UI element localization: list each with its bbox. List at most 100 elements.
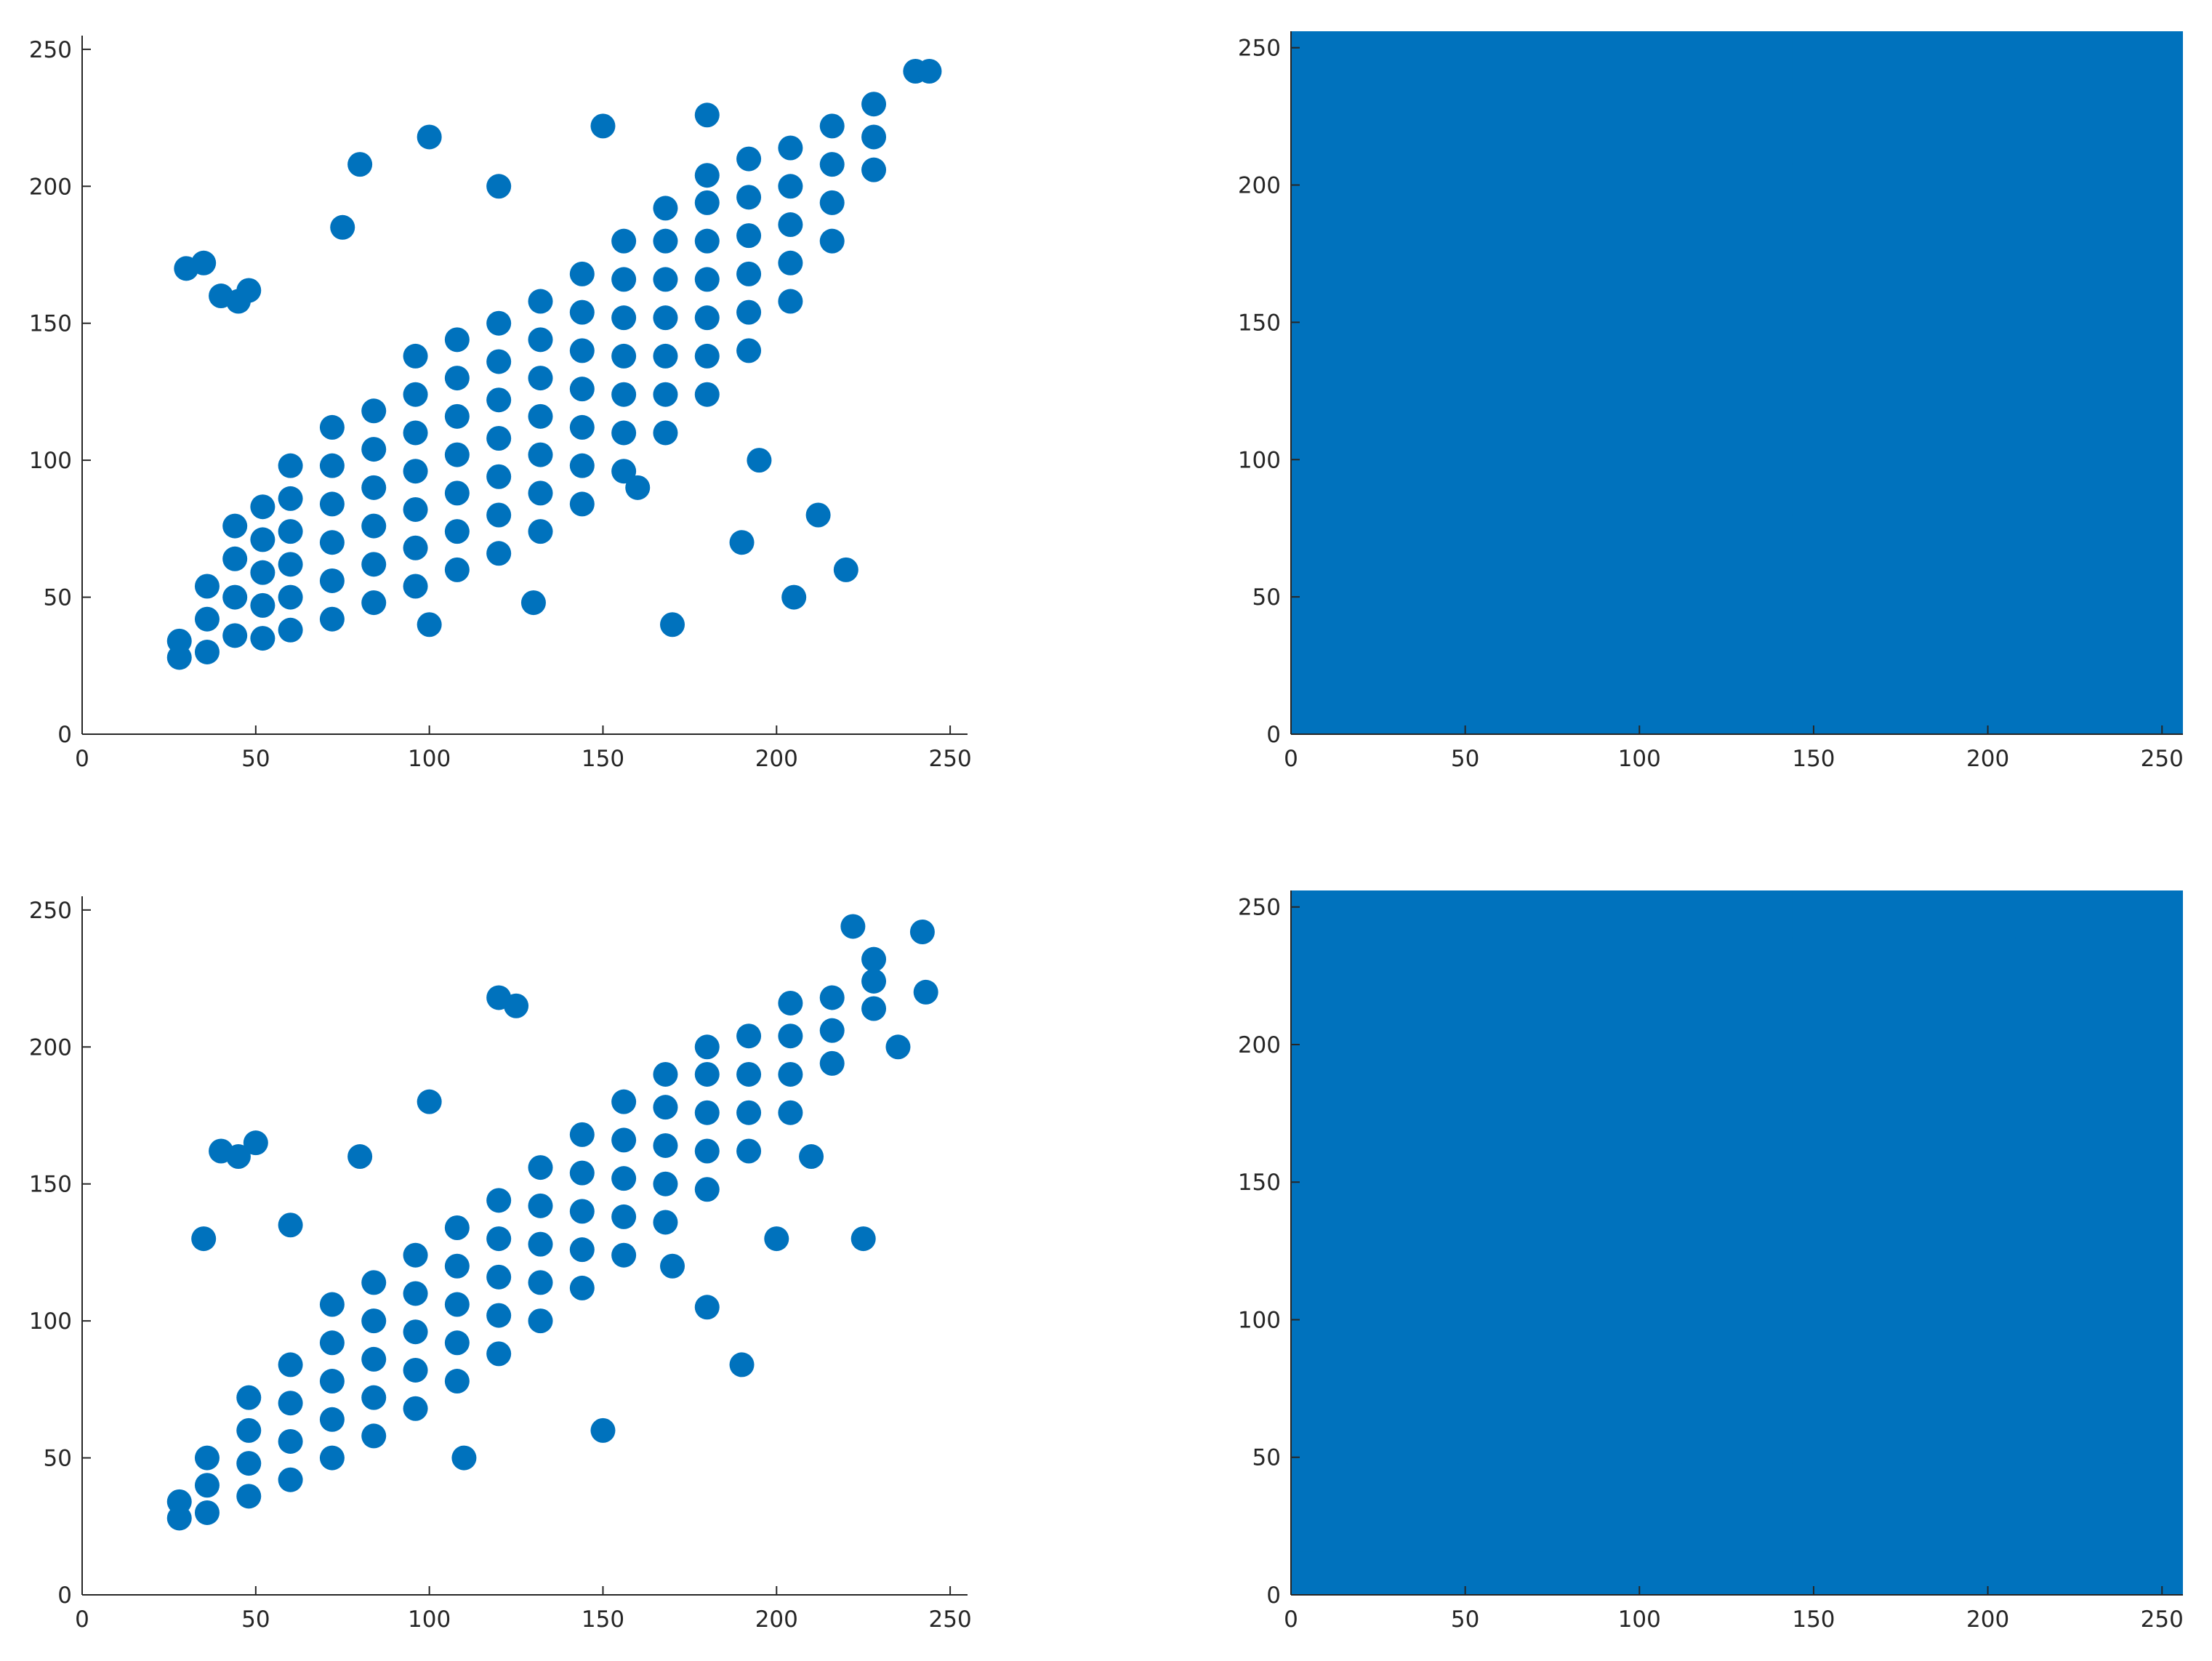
scatter-point bbox=[236, 1417, 262, 1443]
scatter-point bbox=[611, 1242, 637, 1268]
scatter-point bbox=[319, 453, 345, 478]
scatter-point bbox=[486, 1188, 512, 1213]
scatter-point bbox=[1681, 890, 1793, 938]
scatter-point bbox=[819, 190, 845, 215]
scatter-point bbox=[361, 590, 387, 616]
y-tick-label: 50 bbox=[44, 585, 72, 611]
scatter-point bbox=[778, 289, 803, 314]
scatter-point bbox=[1346, 1374, 1459, 1464]
scatter-point bbox=[528, 1231, 553, 1257]
scatter-point bbox=[736, 299, 762, 325]
scatter-point bbox=[1291, 162, 1348, 252]
scatter-point bbox=[736, 185, 762, 210]
scatter-point bbox=[1681, 514, 1793, 603]
x-tick-label: 200 bbox=[1966, 746, 2009, 772]
scatter-point bbox=[1346, 31, 1459, 79]
scatter-point bbox=[278, 453, 303, 478]
scatter-point bbox=[2015, 338, 2128, 427]
scatter-point bbox=[1569, 1286, 1682, 1375]
scatter-point bbox=[403, 382, 428, 407]
scatter-point bbox=[1569, 31, 1682, 79]
scatter-point bbox=[347, 152, 373, 177]
scatter-point bbox=[278, 1391, 303, 1416]
scatter-panel: 0 50 100 150 200 250 0 50 100 150 200 250 bbox=[29, 36, 972, 772]
scatter-point bbox=[403, 1319, 428, 1345]
scatter-point bbox=[1291, 1550, 1348, 1595]
scatter-point bbox=[486, 349, 512, 374]
scatter-point bbox=[747, 448, 772, 473]
scatter-point bbox=[778, 212, 803, 238]
plot-area bbox=[166, 914, 938, 1531]
scatter-point bbox=[1792, 74, 1905, 164]
scatter-point bbox=[403, 459, 428, 484]
scatter-point bbox=[444, 366, 470, 391]
scatter-point bbox=[611, 382, 637, 407]
scatter-point bbox=[250, 560, 276, 585]
scatter-point bbox=[861, 124, 887, 150]
scatter-point bbox=[417, 612, 442, 638]
scatter-point bbox=[2123, 1198, 2183, 1287]
x-tick-label: 100 bbox=[1618, 1606, 1661, 1633]
scatter-point bbox=[1346, 426, 1459, 515]
scatter-point bbox=[1291, 1198, 1348, 1287]
scatter-point bbox=[403, 1242, 428, 1268]
scatter-point bbox=[1792, 250, 1905, 339]
scatter-point bbox=[243, 1130, 268, 1156]
y-tick-label: 200 bbox=[1238, 1032, 1281, 1058]
x-tick-label: 150 bbox=[582, 1606, 624, 1633]
scatter-point bbox=[1681, 1550, 1793, 1595]
scatter-point bbox=[1792, 601, 1905, 691]
scatter-point bbox=[2123, 162, 2183, 252]
y-tick-label: 250 bbox=[29, 37, 72, 63]
scatter-point bbox=[1681, 1110, 1793, 1199]
scatter-point bbox=[1903, 933, 2016, 1023]
x-tick-label: 50 bbox=[241, 1606, 270, 1633]
x-tick-label: 100 bbox=[408, 746, 451, 772]
scatter-point bbox=[569, 1160, 595, 1186]
scatter-point bbox=[1792, 1462, 1905, 1552]
scatter-point bbox=[1681, 1286, 1793, 1375]
scatter-point bbox=[444, 327, 470, 353]
scatter-point bbox=[486, 502, 512, 528]
scatter-point bbox=[1903, 1286, 2016, 1375]
scatter-point bbox=[611, 420, 637, 446]
scatter-point bbox=[191, 1226, 217, 1252]
scatter-point bbox=[1346, 162, 1459, 252]
scatter-point bbox=[319, 606, 345, 632]
scatter-point bbox=[1346, 250, 1459, 339]
scatter-point bbox=[819, 985, 845, 1010]
scatter-point bbox=[1792, 1110, 1905, 1199]
scatter-point bbox=[778, 990, 803, 1015]
scatter-point bbox=[528, 1193, 553, 1218]
scatter-point bbox=[486, 464, 512, 489]
scatter-point bbox=[361, 1346, 387, 1372]
scatter-point bbox=[569, 1122, 595, 1147]
scatter-point bbox=[1457, 1550, 1571, 1595]
scatter-point bbox=[694, 1138, 720, 1164]
scatter-point bbox=[1346, 890, 1459, 938]
scatter-point bbox=[611, 267, 637, 292]
y-tick-label: 150 bbox=[1238, 310, 1281, 336]
scatter-point bbox=[2015, 601, 2128, 691]
scatter-point bbox=[1792, 426, 1905, 515]
scatter-point bbox=[444, 519, 470, 544]
scatter-point bbox=[2123, 1286, 2183, 1375]
scatter-point bbox=[1569, 1550, 1682, 1595]
scatter-point bbox=[2123, 933, 2183, 1023]
scatter-point bbox=[2015, 31, 2128, 79]
scatter-point bbox=[1291, 426, 1348, 515]
scatter-point bbox=[361, 1423, 387, 1449]
scatter-point bbox=[1681, 74, 1793, 164]
scatter-point bbox=[611, 1089, 637, 1114]
scatter-point bbox=[736, 1023, 762, 1049]
scatter-point bbox=[694, 382, 720, 407]
scatter-point bbox=[486, 1303, 512, 1328]
scatter-point bbox=[819, 152, 845, 177]
scatter-point bbox=[1903, 74, 2016, 164]
scatter-point bbox=[694, 1061, 720, 1087]
scatter-point bbox=[1903, 1110, 2016, 1199]
scatter-point bbox=[1457, 890, 1571, 938]
scatter-point bbox=[1569, 250, 1682, 339]
scatter-point bbox=[694, 305, 720, 331]
scatter-point bbox=[819, 1018, 845, 1043]
